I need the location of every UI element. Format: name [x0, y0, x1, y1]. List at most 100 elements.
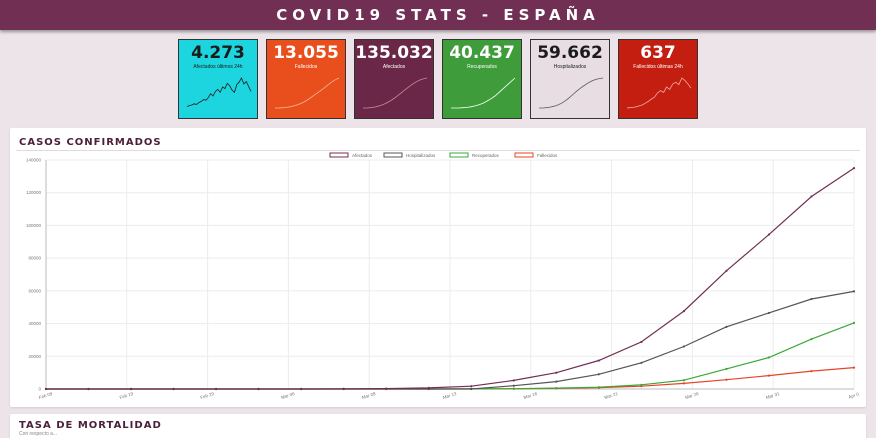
data-point[interactable] — [470, 385, 473, 388]
data-point[interactable] — [852, 290, 856, 293]
stat-label: Afectados últimos 24h — [193, 64, 243, 70]
data-point[interactable] — [682, 382, 685, 385]
confirmed-cases-chart: 0 20000 40000 60000 80000 100000 120000 140000 F… — [26, 152, 860, 400]
legend-item[interactable]: Recuperados — [449, 152, 500, 158]
y-tick-label: 100000 — [26, 223, 42, 228]
data-point[interactable] — [555, 387, 558, 390]
data-point[interactable] — [725, 269, 728, 272]
data-point[interactable] — [172, 387, 175, 391]
legend-item[interactable]: Afectados — [329, 152, 373, 158]
data-point[interactable] — [725, 378, 728, 381]
x-tick-label: Mar 21 — [604, 391, 619, 400]
data-point[interactable] — [682, 345, 685, 348]
stat-card[interactable]: 4.273 Afectados últimos 24h — [178, 39, 258, 119]
data-point[interactable] — [342, 387, 345, 390]
x-tick-label: Mar 06 — [280, 391, 295, 400]
y-tick-label: 120000 — [26, 190, 42, 195]
data-point[interactable] — [767, 233, 771, 236]
data-point[interactable] — [767, 356, 771, 359]
data-point[interactable] — [597, 373, 600, 376]
stat-value: 637 — [640, 43, 676, 63]
chart-grid — [45, 159, 855, 390]
sparkline-icon — [451, 77, 516, 109]
data-point[interactable] — [385, 387, 388, 390]
legend-item[interactable]: Fallecidos — [514, 152, 558, 158]
stat-label: Hospitalizados — [553, 64, 587, 70]
data-point[interactable] — [682, 310, 685, 313]
series-line — [46, 167, 855, 390]
data-point[interactable] — [810, 337, 813, 341]
data-point[interactable] — [215, 387, 218, 391]
legend-label: Fallecidos — [537, 153, 558, 158]
data-point[interactable] — [810, 370, 813, 373]
stat-label: Afectados — [382, 64, 406, 70]
data-point[interactable] — [725, 367, 728, 371]
sparkline-icon — [186, 77, 252, 107]
data-point[interactable] — [640, 361, 643, 364]
data-point[interactable] — [44, 387, 48, 391]
data-point[interactable] — [852, 167, 856, 170]
data-point[interactable] — [640, 340, 643, 344]
x-tick-label: Feb 09 — [38, 391, 53, 400]
series-afectados — [44, 167, 856, 391]
y-tick-label: 0 — [38, 387, 41, 392]
stat-value: 59.662 — [537, 43, 603, 63]
data-point[interactable] — [555, 371, 558, 374]
y-tick-label: 40000 — [28, 321, 41, 326]
sparkline-icon — [275, 77, 340, 109]
data-point[interactable] — [427, 386, 430, 389]
stat-card[interactable]: 13.055 Fallecidos — [266, 39, 346, 119]
data-point[interactable] — [767, 311, 771, 315]
data-point[interactable] — [512, 387, 515, 390]
data-point[interactable] — [640, 383, 643, 386]
mortality-subtitle: Con respecto a... — [19, 431, 58, 437]
x-tick-label: Mar 16 — [523, 391, 538, 400]
x-tick-label: Mar 13 — [442, 391, 457, 400]
data-point[interactable] — [300, 387, 303, 391]
legend-swatch — [383, 152, 403, 158]
x-tick-label: Mar 26 — [684, 391, 699, 400]
legend-swatch — [514, 152, 534, 158]
data-point[interactable] — [555, 380, 558, 383]
stat-label: Recuperados — [467, 64, 497, 70]
data-point[interactable] — [87, 387, 90, 391]
data-point[interactable] — [682, 379, 685, 382]
confirmed-cases-panel: CASOS CONFIRMADOS 0 20000 40000 60000 80000 1… — [10, 128, 866, 407]
data-point[interactable] — [129, 387, 133, 391]
data-point[interactable] — [512, 379, 515, 382]
stat-card[interactable]: 135.032 Afectados — [354, 39, 434, 119]
stat-value: 40.437 — [449, 43, 515, 63]
data-point[interactable] — [257, 387, 260, 391]
data-point[interactable] — [852, 366, 856, 369]
data-point[interactable] — [597, 386, 600, 389]
x-tick-label: Mar 08 — [361, 391, 376, 400]
y-tick-label: 20000 — [28, 354, 41, 359]
stat-label: Fallecidos — [294, 64, 318, 70]
legend-item[interactable]: Hospitalizados — [383, 152, 436, 158]
confirmed-cases-title: CASOS CONFIRMADOS — [19, 137, 162, 148]
legend-swatch — [329, 152, 349, 158]
y-tick-label: 60000 — [28, 288, 41, 293]
sparkline-icon — [363, 77, 428, 109]
data-point[interactable] — [470, 387, 473, 391]
sparkline-icon — [626, 77, 692, 109]
stat-value: 135.032 — [355, 43, 433, 63]
data-point[interactable] — [810, 297, 813, 301]
mortality-title: TASA DE MORTALIDAD — [19, 420, 162, 431]
divider — [16, 150, 860, 151]
data-point[interactable] — [852, 321, 856, 324]
chart-legend: Afectados Hospitalizados Recuperados Fallec… — [329, 152, 558, 158]
stat-label: Fallecidos últimas 24h — [633, 64, 683, 70]
stat-card[interactable]: 637 Fallecidos últimas 24h — [618, 39, 698, 119]
stat-card[interactable]: 40.437 Recuperados — [442, 39, 522, 119]
stats-cards: 4.273 Afectados últimos 24h 13.055 Fallecid… — [178, 39, 698, 119]
data-point[interactable] — [767, 374, 771, 377]
y-tick-label: 140000 — [26, 158, 42, 163]
stat-card[interactable]: 59.662 Hospitalizados — [530, 39, 610, 119]
data-point[interactable] — [597, 359, 600, 362]
sparkline-icon — [539, 77, 604, 109]
data-point[interactable] — [725, 325, 728, 328]
mortality-panel: TASA DE MORTALIDAD Con respecto a... — [10, 414, 866, 438]
data-point[interactable] — [512, 384, 515, 387]
data-point[interactable] — [810, 195, 813, 198]
